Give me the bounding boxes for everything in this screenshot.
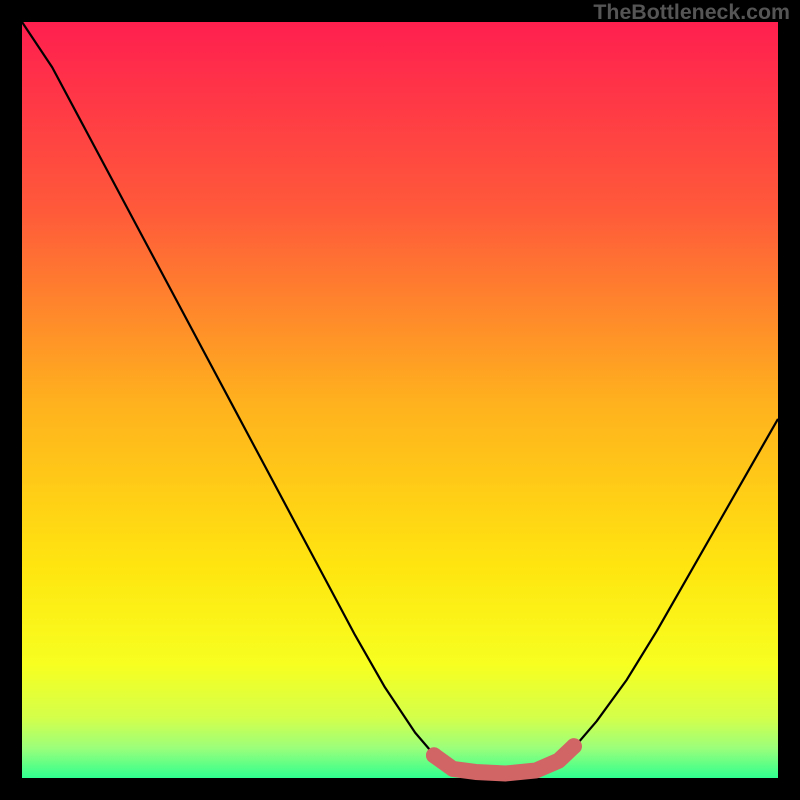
bottleneck-curve <box>22 22 778 774</box>
optimal-range-band <box>434 746 574 773</box>
watermark-text: TheBottleneck.com <box>593 0 790 25</box>
band-end-dot <box>566 738 582 754</box>
chart-frame: TheBottleneck.com <box>0 0 800 800</box>
band-start-dot <box>426 747 442 763</box>
chart-overlay <box>0 0 800 800</box>
